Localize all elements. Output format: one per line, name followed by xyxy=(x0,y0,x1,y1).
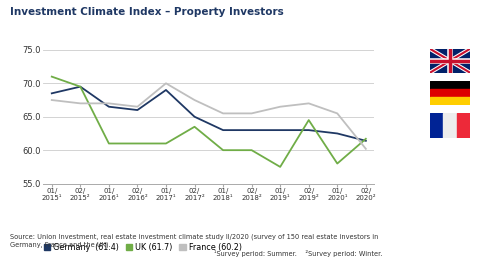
Bar xyxy=(443,113,457,138)
Text: Source: Union Investment, real estate investment climate study II/2020 (survey o: Source: Union Investment, real estate in… xyxy=(10,234,378,248)
Bar xyxy=(430,113,443,138)
Bar xyxy=(430,81,470,89)
Bar xyxy=(430,89,470,97)
Text: ¹Survey period: Summer.    ²Survey period: Winter.: ¹Survey period: Summer. ²Survey period: … xyxy=(214,250,382,257)
Bar xyxy=(430,97,470,105)
Legend: Germany  (61.4), UK (61.7), France (60.2): Germany (61.4), UK (61.7), France (60.2) xyxy=(41,240,245,255)
Text: Investment Climate Index – Property Investors: Investment Climate Index – Property Inve… xyxy=(10,7,283,17)
Bar xyxy=(457,113,470,138)
